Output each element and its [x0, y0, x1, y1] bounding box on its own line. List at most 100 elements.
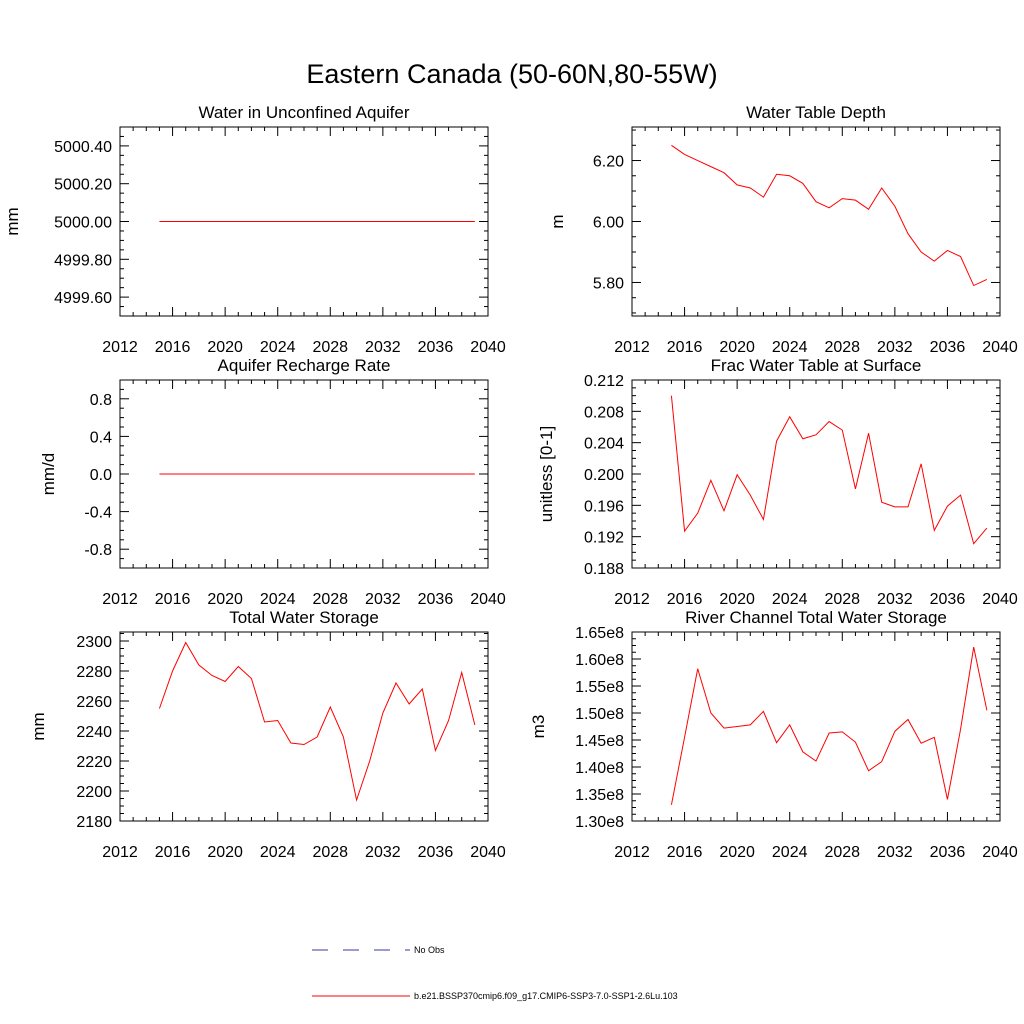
y-tick-label: 0.212 — [584, 373, 624, 390]
y-tick-label: 2240 — [76, 724, 112, 741]
panel-title: Water Table Depth — [746, 103, 886, 122]
series-line-1 — [670, 647, 988, 805]
series-line-1 — [670, 395, 988, 545]
y-tick-label: 1.35e8 — [575, 787, 624, 804]
y-tick-label: 2280 — [76, 664, 112, 681]
x-tick-label: 2020 — [719, 591, 755, 608]
x-tick-label: 2012 — [102, 844, 138, 861]
chart-panel-1: Water in Unconfined Aquifer 2012 2016 2020 2… — [3, 103, 506, 356]
x-tick-label: 2036 — [930, 591, 966, 608]
y-tick-label: -0.4 — [84, 505, 112, 522]
y-tick-label: 4999.80 — [54, 252, 112, 269]
panel-title: River Channel Total Water Storage — [685, 608, 947, 627]
y-tick-label: -0.8 — [84, 542, 112, 559]
x-tick-label: 2036 — [418, 591, 454, 608]
panel-title: Total Water Storage — [229, 608, 379, 627]
y-tick-label: 2260 — [76, 694, 112, 711]
y-tick-label: 2180 — [76, 814, 112, 831]
x-tick-label: 2024 — [772, 591, 808, 608]
x-tick-label: 2012 — [102, 339, 138, 356]
y-tick-label: 0.204 — [584, 436, 624, 453]
y-tick-label: 4999.60 — [54, 290, 112, 307]
panel-title: Frac Water Table at Surface — [711, 356, 922, 375]
chart-panels: Water in Unconfined Aquifer 2012 2016 2020 2… — [3, 103, 1018, 861]
x-tick-label: 2040 — [470, 844, 506, 861]
y-tick-label: 5000.00 — [54, 215, 112, 232]
x-tick-label: 2024 — [260, 844, 296, 861]
x-tick-label: 2016 — [667, 844, 703, 861]
x-tick-label: 2036 — [930, 844, 966, 861]
y-tick-label: 1.60e8 — [575, 652, 624, 669]
x-tick-label: 2032 — [365, 844, 401, 861]
chart-panel-3: Aquifer Recharge Rate 2012 2016 2020 2024 202… — [39, 356, 506, 608]
plot-frame — [631, 631, 1001, 822]
y-tick-label: 6.20 — [593, 154, 624, 171]
y-axis-label: mm — [3, 207, 22, 235]
x-tick-label: 2028 — [824, 591, 860, 608]
x-tick-label: 2024 — [260, 339, 296, 356]
legend-label-no-obs: No Obs — [414, 945, 445, 955]
x-tick-label: 2024 — [260, 591, 296, 608]
x-tick-label: 2016 — [667, 591, 703, 608]
x-tick-label: 2040 — [470, 339, 506, 356]
y-tick-label: 1.65e8 — [575, 625, 624, 642]
x-tick-label: 2024 — [772, 844, 808, 861]
legend-label-model: b.e21.BSSP370cmip6.f09_g17.CMIP6-SSP3-7.… — [414, 991, 678, 1001]
x-tick-label: 2016 — [155, 844, 191, 861]
x-tick-label: 2028 — [312, 844, 348, 861]
x-tick-label: 2032 — [365, 591, 401, 608]
x-tick-label: 2040 — [982, 591, 1018, 608]
y-tick-label: 5000.40 — [54, 139, 112, 156]
x-tick-label: 2040 — [470, 591, 506, 608]
x-tick-label: 2024 — [772, 339, 808, 356]
chart-panel-2: Water Table Depth 2012 2016 2020 2024 2028 203… — [548, 103, 1018, 356]
x-tick-label: 2020 — [719, 339, 755, 356]
x-tick-label: 2016 — [155, 591, 191, 608]
chart-panel-6: River Channel Total Water Storage 2012 201… — [529, 608, 1018, 861]
y-axis-label: mm/d — [39, 453, 58, 496]
y-tick-label: 1.50e8 — [575, 706, 624, 723]
y-tick-label: 2300 — [76, 634, 112, 651]
y-axis-label: m3 — [529, 715, 548, 739]
y-tick-label: 1.45e8 — [575, 733, 624, 750]
x-tick-label: 2028 — [312, 591, 348, 608]
plot-frame — [119, 631, 489, 822]
y-tick-label: 1.30e8 — [575, 814, 624, 831]
x-tick-label: 2028 — [824, 844, 860, 861]
x-tick-label: 2020 — [207, 591, 243, 608]
x-tick-label: 2036 — [418, 339, 454, 356]
x-tick-label: 2032 — [365, 339, 401, 356]
x-tick-label: 2012 — [614, 844, 650, 861]
legend: No Obs b.e21.BSSP370cmip6.f09_g17.CMIP6-… — [312, 945, 678, 1001]
y-tick-label: 5000.20 — [54, 177, 112, 194]
x-tick-label: 2016 — [155, 339, 191, 356]
x-tick-label: 2016 — [667, 339, 703, 356]
x-tick-label: 2012 — [614, 591, 650, 608]
x-tick-label: 2040 — [982, 339, 1018, 356]
y-tick-label: 0.208 — [584, 404, 624, 421]
x-tick-label: 2020 — [719, 844, 755, 861]
x-tick-label: 2028 — [824, 339, 860, 356]
y-tick-label: 0.0 — [90, 467, 112, 484]
x-tick-label: 2036 — [930, 339, 966, 356]
y-axis-label: mm — [29, 712, 48, 740]
x-tick-label: 2032 — [877, 339, 913, 356]
x-tick-label: 2020 — [207, 844, 243, 861]
y-tick-label: 0.200 — [584, 467, 624, 484]
y-tick-label: 0.188 — [584, 561, 624, 578]
figure-title: Eastern Canada (50-60N,80-55W) — [306, 59, 717, 89]
series-line-1 — [158, 641, 476, 802]
y-tick-label: 5.80 — [593, 275, 624, 292]
y-tick-label: 0.196 — [584, 498, 624, 515]
y-tick-label: 0.4 — [90, 429, 112, 446]
x-tick-label: 2036 — [418, 844, 454, 861]
y-tick-label: 0.8 — [90, 392, 112, 409]
y-tick-label: 2200 — [76, 784, 112, 801]
plot-frame — [631, 379, 1001, 569]
y-tick-label: 6.00 — [593, 215, 624, 232]
y-tick-label: 0.192 — [584, 530, 624, 547]
y-tick-label: 1.40e8 — [575, 760, 624, 777]
x-tick-label: 2020 — [207, 339, 243, 356]
x-tick-label: 2032 — [877, 844, 913, 861]
